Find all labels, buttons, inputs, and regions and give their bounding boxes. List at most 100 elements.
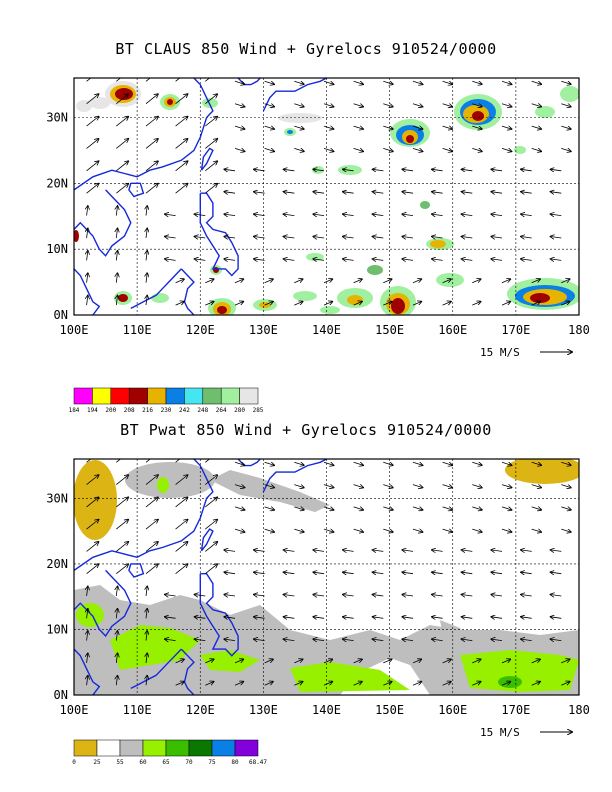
axis-tick-labels: 100E 110E 120E 130E 140E 150E 160E 170E 180 0N 10N… [46, 491, 590, 717]
wind-arrow [373, 259, 384, 261]
wind-arrow [294, 81, 304, 84]
wind-arrow [254, 214, 265, 216]
wind-arrow [383, 104, 393, 107]
x-tick-label: 170E [501, 323, 530, 337]
x-tick-label: 170E [501, 703, 530, 717]
wind-arrow [501, 81, 512, 84]
wind-arrow [412, 485, 423, 488]
wind-arrow [205, 302, 213, 306]
wind-arrow [412, 279, 421, 284]
wind-arrow [343, 169, 354, 171]
wind-arrow [472, 659, 480, 664]
colorbar-swatch [211, 739, 236, 757]
wind-arrow [175, 564, 188, 575]
colorbar-swatch [119, 739, 144, 757]
wind-arrow [284, 550, 295, 552]
wind-arrow [521, 595, 532, 597]
wind-arrow [264, 126, 275, 129]
wind-arrow [432, 214, 443, 216]
wind-arrow [165, 259, 176, 261]
wind-arrow [353, 462, 364, 465]
colorbar-label: 184 [69, 407, 80, 414]
colorbar-swatch [128, 387, 148, 405]
wind-arrow [313, 550, 325, 552]
wind-arrow [224, 550, 236, 552]
wind-arrow [561, 507, 571, 510]
wind-arrow [402, 169, 414, 171]
wind-arrow [234, 148, 245, 151]
colorbar-label: 208 [124, 407, 135, 414]
wind-arrow [462, 639, 473, 641]
colorbar-label: 68.47 [249, 759, 267, 766]
wind-arrow [86, 497, 99, 508]
wind-arrow [86, 94, 99, 105]
coastline-segment [180, 268, 195, 315]
wind-arrow [442, 462, 453, 465]
wind-arrow [383, 529, 393, 532]
wind-arrow [323, 485, 334, 488]
wind-arrow [561, 659, 569, 664]
wind-arrow [402, 572, 414, 574]
wind-arrow [195, 639, 206, 641]
wind-arrow [531, 659, 540, 664]
wind-arrow [531, 682, 540, 686]
wind-arrow [264, 485, 275, 488]
coastline-segment [74, 78, 214, 191]
x-tick-label: 140E [312, 323, 341, 337]
wind-arrow [205, 139, 217, 149]
wind-arrow [402, 237, 414, 239]
colorbar-swatch [202, 387, 222, 405]
wind-arrow [373, 192, 384, 194]
wind-arrow [284, 214, 295, 216]
wind-arrow [146, 653, 147, 663]
wind-arrow [491, 617, 503, 619]
wind-arrow [442, 507, 453, 510]
cloud-blob [284, 128, 296, 136]
wind-arrow [462, 595, 473, 597]
wind-arrow [294, 104, 304, 107]
wind-arrow [87, 653, 88, 663]
wind-arrow [432, 639, 443, 641]
wind-arrow [383, 659, 391, 664]
wind-arrow [254, 550, 265, 552]
wind-arrow [234, 682, 243, 686]
vector-scale: 15 M/S [480, 346, 572, 359]
wind-arrow [551, 169, 562, 171]
wind-arrow [353, 485, 364, 488]
wind-arrow [294, 279, 302, 284]
x-tick-label: 130E [249, 323, 278, 337]
wind-vectors [86, 78, 571, 306]
wind-arrow [195, 617, 206, 619]
wind-arrow [313, 259, 325, 261]
wind-arrow [294, 659, 302, 664]
wind-arrow [224, 214, 236, 216]
wind-arrow [145, 564, 158, 575]
wind-arrow [432, 237, 443, 239]
cloud-blob [426, 238, 454, 250]
wind-arrow [561, 302, 569, 306]
cloud-blob [514, 146, 526, 154]
wind-arrow [353, 529, 364, 532]
wind-arrow [491, 639, 503, 641]
wind-arrow [254, 595, 265, 597]
wind-arrow [224, 595, 236, 597]
wind-arrow [175, 659, 184, 664]
colorbar-label: 194 [87, 407, 98, 414]
wind-arrow [472, 485, 482, 488]
wind-arrow [234, 659, 243, 664]
gray-band [210, 470, 330, 512]
wind-arrow [284, 169, 295, 171]
wind-arrow [412, 507, 423, 510]
wind-arrow [432, 259, 443, 261]
wind-arrow [531, 462, 542, 465]
wind-arrow [175, 475, 188, 485]
wind-arrow [561, 485, 571, 488]
x-tick-label: 110E [123, 703, 152, 717]
wind-arrow [551, 550, 562, 552]
wind-arrow [175, 184, 188, 194]
wind-arrow [284, 617, 295, 619]
wind-arrow [294, 682, 302, 686]
wind-arrow [472, 148, 482, 151]
wind-arrow [491, 214, 503, 216]
cloud-blob [560, 86, 579, 102]
